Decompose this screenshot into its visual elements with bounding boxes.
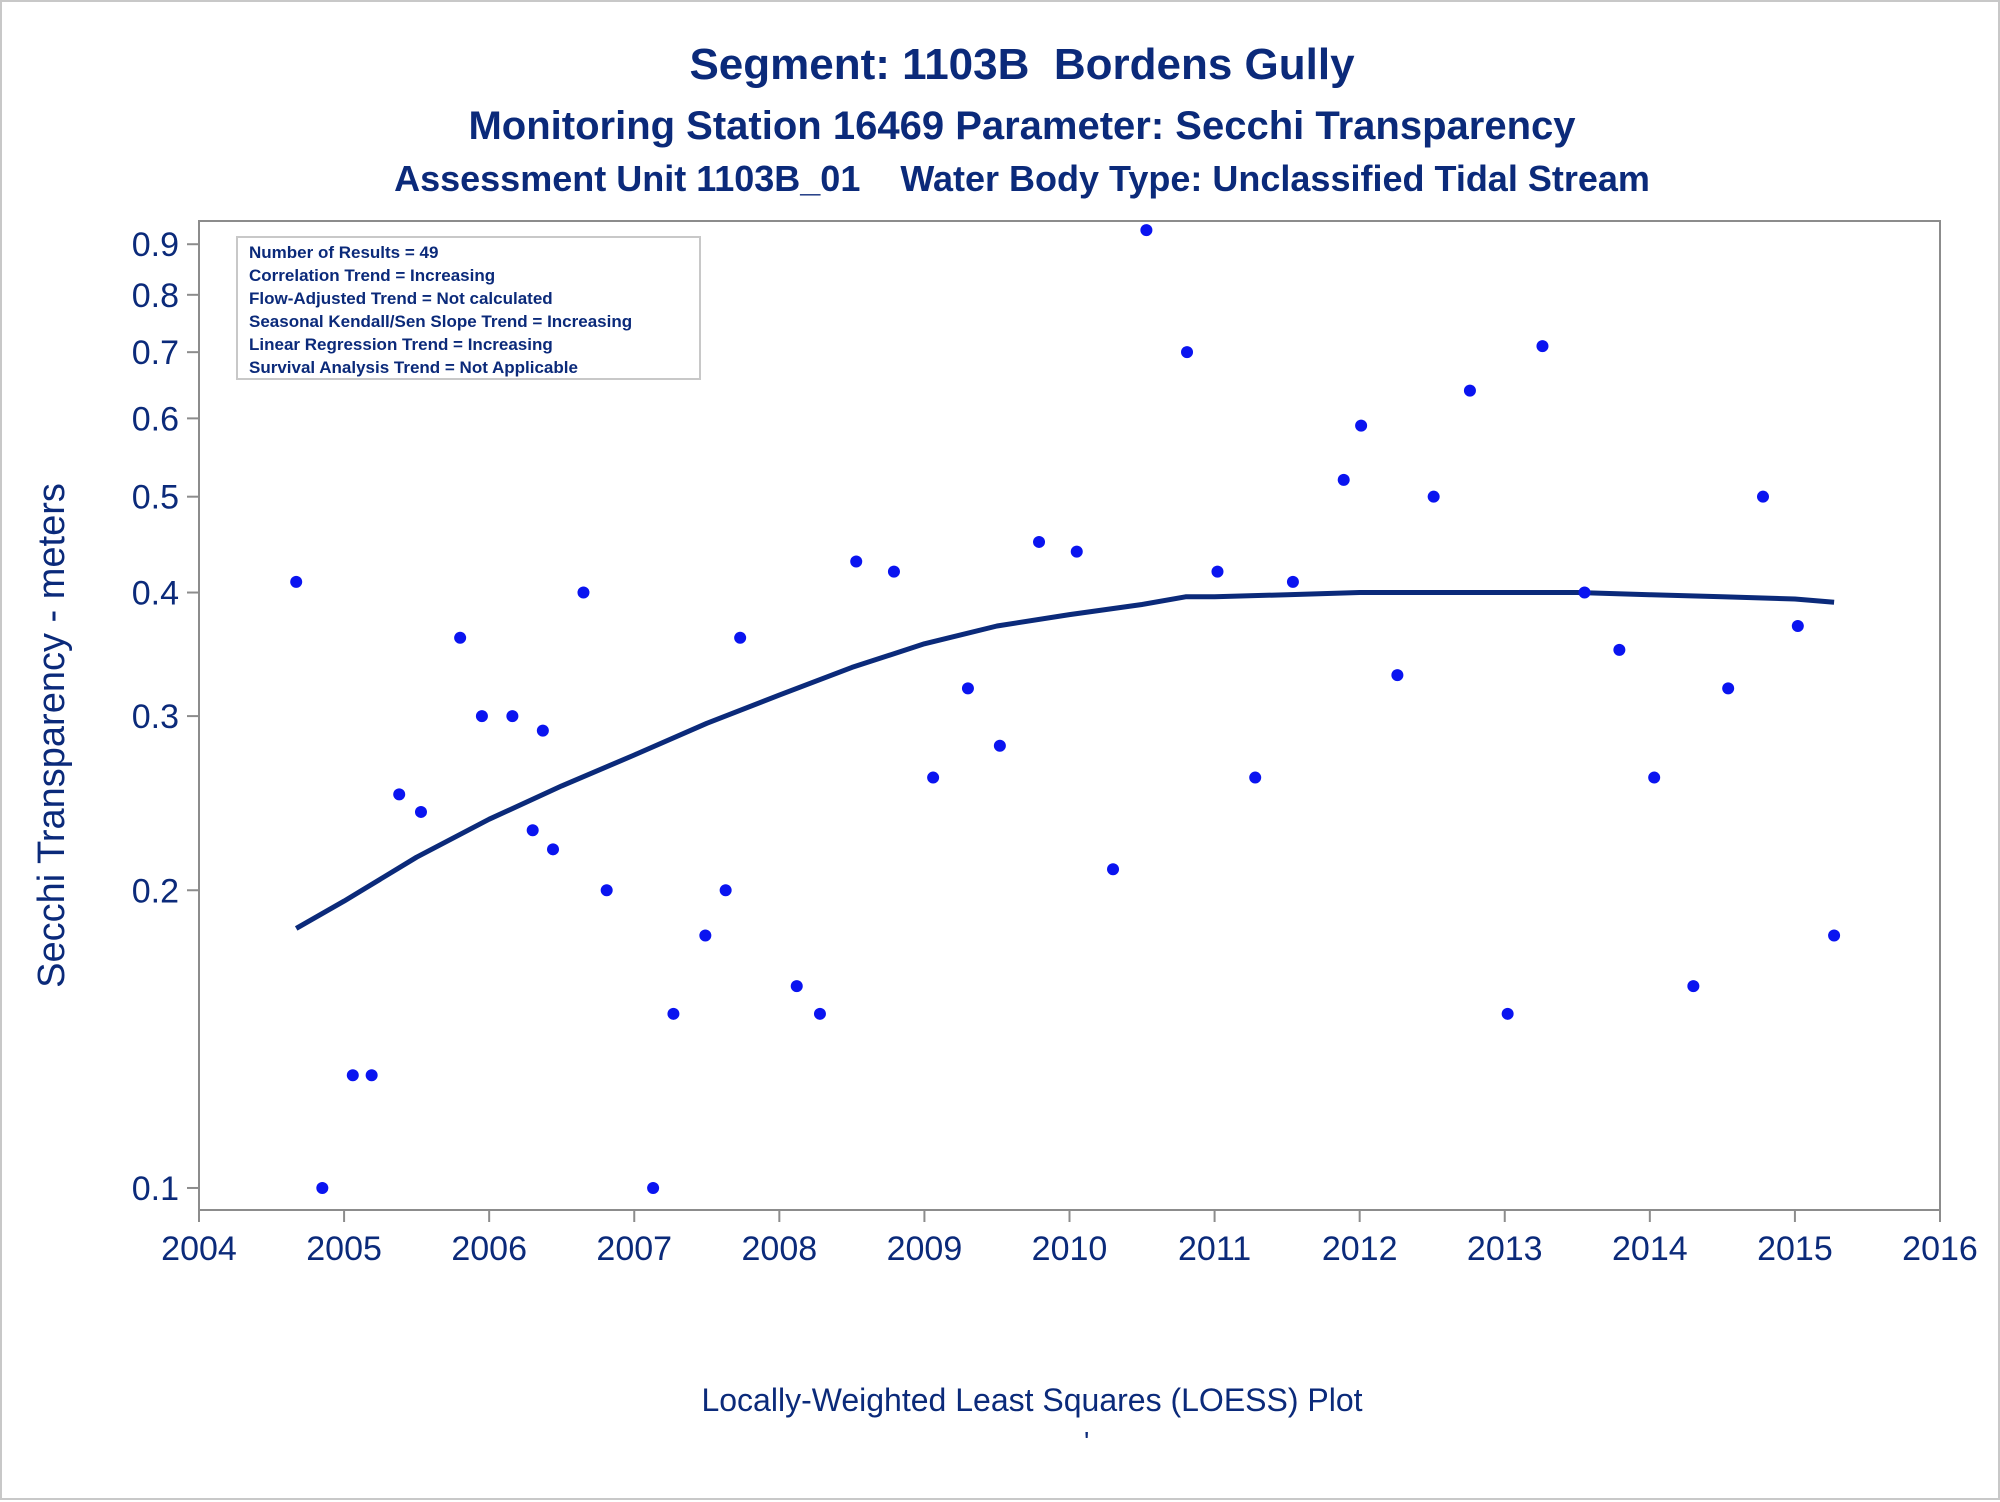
data-point bbox=[1427, 490, 1440, 503]
data-point bbox=[290, 575, 303, 588]
data-point bbox=[475, 710, 488, 723]
data-point bbox=[1791, 620, 1804, 633]
data-point bbox=[647, 1181, 660, 1194]
plot-area bbox=[198, 220, 1941, 1211]
data-point bbox=[993, 739, 1006, 752]
data-point bbox=[1578, 586, 1591, 599]
legend-line: Seasonal Kendall/Sen Slope Trend = Incre… bbox=[249, 312, 632, 331]
data-point bbox=[316, 1181, 329, 1194]
data-point bbox=[850, 555, 863, 568]
data-point bbox=[699, 929, 712, 942]
data-point bbox=[961, 682, 974, 695]
data-point bbox=[790, 980, 803, 993]
x-tick-label: 2016 bbox=[1902, 1230, 1978, 1268]
chart-title: Segment: 1103B Bordens Gully bbox=[689, 40, 1355, 89]
x-axis: 2004 2005 2006 2007 2008 2009 2010 2011 2012 2013… bbox=[161, 1210, 1978, 1268]
data-point bbox=[1211, 565, 1224, 578]
data-point bbox=[1181, 346, 1194, 359]
x-tick-label: 2012 bbox=[1322, 1230, 1398, 1268]
x-tick-label: 2010 bbox=[1032, 1230, 1108, 1268]
y-tick-label: 0.1 bbox=[132, 1170, 179, 1208]
footnote: Locally-Weighted Least Squares (LOESS) P… bbox=[701, 1382, 1363, 1418]
data-point bbox=[365, 1069, 378, 1082]
data-point bbox=[734, 631, 747, 644]
data-points-group bbox=[290, 224, 1841, 1194]
legend-line: Survival Analysis Trend = Not Applicable bbox=[249, 358, 578, 377]
y-axis-label: Secchi Transparency - meters bbox=[31, 483, 73, 988]
legend-line: Number of Results = 49 bbox=[249, 243, 438, 262]
data-point bbox=[454, 631, 467, 644]
x-tick-label: 2004 bbox=[161, 1230, 237, 1268]
data-point bbox=[1337, 473, 1350, 486]
data-point bbox=[719, 884, 732, 897]
y-tick-label: 0.7 bbox=[132, 334, 179, 372]
y-tick-label: 0.5 bbox=[132, 479, 179, 517]
data-point bbox=[927, 771, 940, 784]
x-tick-label: 2009 bbox=[887, 1230, 963, 1268]
data-point bbox=[547, 843, 560, 856]
data-point bbox=[526, 824, 539, 837]
x-tick-label: 2011 bbox=[1178, 1230, 1251, 1268]
trend-legend-box: Number of Results = 49 Correlation Trend … bbox=[236, 236, 701, 380]
data-point bbox=[1687, 980, 1700, 993]
data-point bbox=[1756, 490, 1769, 503]
y-axis: 0.1 0.2 0.3 0.4 0.5 0.6 0.7 0.8 0.9 bbox=[132, 226, 199, 1208]
data-point bbox=[346, 1069, 359, 1082]
data-point bbox=[536, 724, 549, 737]
y-tick-label: 0.4 bbox=[132, 575, 179, 613]
data-point bbox=[1391, 669, 1404, 682]
legend-box-border bbox=[236, 236, 701, 380]
data-point bbox=[1249, 771, 1262, 784]
data-point bbox=[1107, 863, 1120, 876]
data-point bbox=[600, 884, 613, 897]
y-tick-label: 0.2 bbox=[132, 872, 179, 910]
y-tick-label: 0.9 bbox=[132, 226, 179, 264]
y-tick-label: 0.6 bbox=[132, 400, 179, 438]
chart-subtitle-assessment: Assessment Unit 1103B_01 Water Body Type… bbox=[394, 158, 1650, 199]
data-point bbox=[1033, 535, 1046, 548]
data-point bbox=[1355, 419, 1368, 432]
data-point bbox=[414, 805, 427, 818]
y-tick-label: 0.8 bbox=[132, 277, 179, 315]
data-point bbox=[1463, 384, 1476, 397]
data-point bbox=[813, 1007, 826, 1020]
data-point bbox=[1613, 643, 1626, 656]
data-point bbox=[577, 586, 590, 599]
chart-subtitle-station: Monitoring Station 16469 Parameter: Secc… bbox=[468, 104, 1576, 148]
footnote-mark: ' bbox=[1084, 1426, 1090, 1457]
x-tick-label: 2015 bbox=[1757, 1230, 1833, 1268]
data-point bbox=[1070, 545, 1083, 558]
legend-line: Correlation Trend = Increasing bbox=[249, 266, 495, 285]
legend-line: Linear Regression Trend = Increasing bbox=[249, 335, 553, 354]
data-point bbox=[506, 710, 519, 723]
data-point bbox=[887, 565, 900, 578]
data-point bbox=[1828, 929, 1841, 942]
data-point bbox=[667, 1007, 680, 1020]
x-tick-label: 2006 bbox=[451, 1230, 527, 1268]
data-point bbox=[1501, 1007, 1514, 1020]
data-point bbox=[1140, 224, 1153, 237]
x-tick-label: 2007 bbox=[596, 1230, 672, 1268]
x-tick-label: 2005 bbox=[306, 1230, 382, 1268]
legend-line: Flow-Adjusted Trend = Not calculated bbox=[249, 289, 553, 308]
x-tick-label: 2014 bbox=[1612, 1230, 1688, 1268]
x-tick-label: 2008 bbox=[742, 1230, 818, 1268]
data-point bbox=[1536, 340, 1549, 353]
data-point bbox=[1722, 682, 1735, 695]
data-point bbox=[1648, 771, 1661, 784]
x-tick-label: 2013 bbox=[1467, 1230, 1543, 1268]
data-point bbox=[393, 788, 406, 801]
y-tick-label: 0.3 bbox=[132, 698, 179, 736]
data-point bbox=[1286, 575, 1299, 588]
